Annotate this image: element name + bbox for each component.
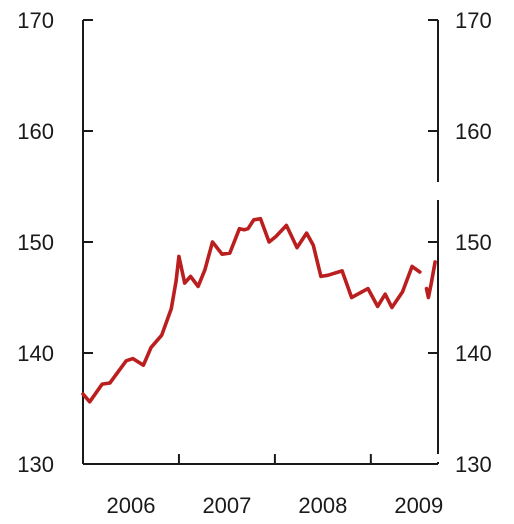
right-axis-break xyxy=(435,182,441,200)
left-y-tick-label: 140 xyxy=(17,341,54,366)
x-tick-labels: 2006 2007 2008 2009 xyxy=(106,493,443,518)
axes xyxy=(82,20,439,465)
right-y-tick-label: 140 xyxy=(455,341,492,366)
x-tick-label: 2009 xyxy=(394,493,443,518)
left-y-tick-labels: 130 140 150 160 170 xyxy=(17,8,54,477)
right-y-tick-label: 130 xyxy=(455,452,492,477)
x-tick-label: 2007 xyxy=(202,493,251,518)
left-y-tick-label: 130 xyxy=(17,452,54,477)
series-line-2 xyxy=(424,260,437,300)
right-y-tick-labels: 130 140 150 160 170 xyxy=(455,8,492,477)
right-y-tick-label: 170 xyxy=(455,8,492,33)
right-axis-break xyxy=(435,454,441,462)
x-tick-label: 2006 xyxy=(106,493,155,518)
left-y-tick-label: 150 xyxy=(17,230,54,255)
tick-marks xyxy=(83,19,441,465)
series-line-1 xyxy=(81,216,422,404)
series-lines xyxy=(81,216,437,404)
left-y-tick-label: 170 xyxy=(17,8,54,33)
right-y-tick-label: 160 xyxy=(455,119,492,144)
left-y-tick-label: 160 xyxy=(17,119,54,144)
right-y-tick-label: 150 xyxy=(455,230,492,255)
x-tick-label: 2008 xyxy=(298,493,347,518)
